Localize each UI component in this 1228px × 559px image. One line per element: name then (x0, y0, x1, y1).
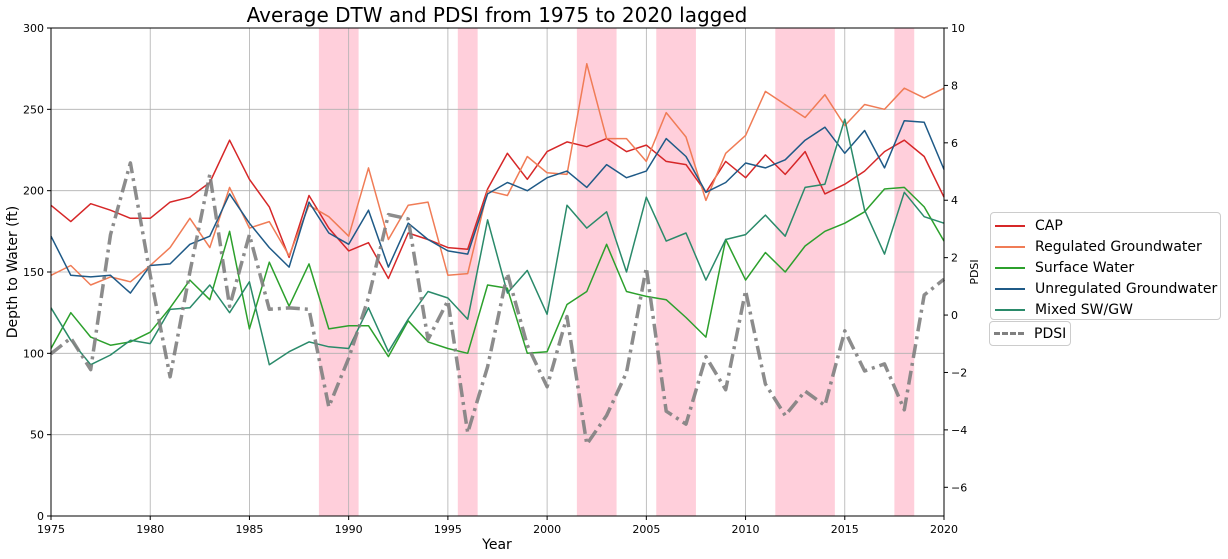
y-right-tick-label: 0 (951, 309, 958, 322)
y-axis-ticks: 0 50 100 150 200 250 300 (23, 22, 51, 523)
y-right-tick-label: −2 (951, 366, 967, 379)
y-tick-label: 100 (23, 347, 44, 360)
legend-item-surface-water: Surface Water (991, 257, 1220, 278)
legend-label: PDSI (1034, 325, 1067, 342)
y-tick-label: 150 (23, 266, 44, 279)
legend-label: Unregulated Groundwater (1035, 280, 1218, 297)
y-right-tick-label: −4 (951, 424, 967, 437)
x-tick-label: 1995 (434, 523, 462, 536)
y-axis-right-label: PDSI (968, 259, 981, 284)
series-line-unregulated-groundwater (50, 119, 945, 294)
legend-label: Regulated Groundwater (1035, 238, 1202, 255)
x-tick-label: 2000 (533, 523, 561, 536)
y-right-tick-label: 2 (951, 252, 958, 265)
x-tick-label: 1980 (136, 523, 164, 536)
x-tick-label: 2020 (930, 523, 958, 536)
legend-label: Surface Water (1035, 259, 1135, 276)
y-right-tick-label: 8 (951, 79, 958, 92)
series-line-mixed-sw-gw (50, 118, 945, 366)
series-line-cap (50, 137, 945, 280)
pdsi-series (49, 161, 946, 446)
x-tick-label: 1975 (37, 523, 65, 536)
legend-swatch (995, 245, 1025, 248)
legend-label: Mixed SW/GW (1035, 301, 1133, 318)
x-tick-label: 2005 (632, 523, 660, 536)
y-right-tick-label: −6 (951, 481, 967, 494)
chart-title: Average DTW and PDSI from 1975 to 2020 l… (247, 3, 748, 27)
y-tick-label: 0 (37, 510, 44, 523)
dtw-series (50, 63, 945, 366)
series-line-surface-water (50, 186, 945, 358)
y-axis-right-ticks: −6 −4 −2 0 2 4 6 8 10 (944, 22, 967, 494)
x-tick-label: 1985 (235, 523, 263, 536)
y-right-tick-label: 4 (951, 194, 958, 207)
y-tick-label: 250 (23, 103, 44, 116)
series-line-regulated-groundwater (50, 63, 945, 286)
legend-swatch (994, 332, 1024, 335)
y-axis-label: Depth to Water (ft) (5, 206, 21, 339)
legend-swatch (995, 308, 1025, 311)
legend-item-mixed-sw-gw: Mixed SW/GW (991, 299, 1220, 320)
legend-item-unregulated-groundwater: Unregulated Groundwater (991, 278, 1220, 299)
y-tick-label: 300 (23, 22, 44, 35)
y-tick-label: 50 (30, 429, 44, 442)
legend-item-regulated-groundwater: Regulated Groundwater (991, 236, 1220, 257)
x-axis-label: Year (481, 537, 512, 553)
y-right-tick-label: 10 (951, 22, 965, 35)
y-right-tick-label: 6 (951, 137, 958, 150)
x-tick-label: 2015 (831, 523, 859, 536)
legend-item-cap: CAP (991, 215, 1220, 236)
legend-swatch (995, 224, 1025, 227)
legend-swatch (995, 287, 1025, 290)
x-axis-ticks: 1975 1980 1985 1990 1995 2000 2005 2010 2015 2020 (37, 516, 958, 536)
series-line-pdsi (49, 161, 946, 446)
y-tick-label: 200 (23, 185, 44, 198)
legend-item-pdsi: PDSI (990, 322, 1070, 345)
legend: CAP Regulated Groundwater Surface Water Unr… (990, 212, 1221, 320)
legend-pdsi: PDSI (989, 321, 1071, 346)
legend-label: CAP (1035, 217, 1063, 234)
x-tick-label: 1990 (335, 523, 363, 536)
x-tick-label: 2010 (732, 523, 760, 536)
legend-swatch (995, 266, 1025, 269)
